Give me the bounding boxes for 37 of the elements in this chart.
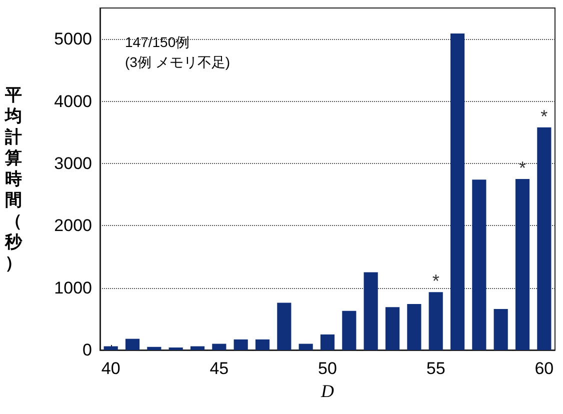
y-tick-label: 2000	[54, 216, 92, 236]
bar	[450, 33, 465, 350]
bar	[494, 308, 508, 350]
annotation: *	[432, 271, 440, 292]
x-tick-label: 50	[318, 359, 337, 378]
bar	[364, 272, 378, 350]
bar	[255, 339, 270, 350]
text: 平均計算時間（秒）	[5, 86, 22, 272]
bar	[342, 310, 356, 350]
y-tick-label: 5000	[54, 30, 92, 49]
bar	[320, 334, 335, 350]
bar	[298, 344, 313, 350]
y-tick-label: 1000	[54, 278, 92, 298]
bar	[537, 127, 552, 350]
bar	[125, 338, 140, 350]
annotation: 147/150例 (3例 メモリ不足)	[125, 34, 230, 70]
annotation: *	[540, 106, 548, 126]
bar	[234, 339, 248, 350]
x-axis-title: D	[320, 380, 334, 401]
x-tick-label: 40	[101, 359, 120, 378]
bar	[277, 302, 292, 350]
x-tick-label: 55	[426, 359, 446, 378]
bar	[515, 179, 530, 350]
bar	[472, 180, 486, 350]
y-tick-label: 0	[82, 340, 92, 360]
bar	[385, 307, 400, 350]
bar	[190, 346, 205, 350]
y-tick-label: 3000	[54, 154, 92, 173]
bar	[147, 346, 162, 350]
bar	[212, 344, 226, 350]
y-tick-label: 4000	[54, 92, 92, 111]
bar	[428, 292, 443, 350]
x-tick-label: 45	[210, 359, 229, 378]
bar	[407, 304, 422, 350]
bar	[104, 346, 118, 350]
x-tick-label: 60	[534, 359, 554, 378]
annotation: *	[518, 158, 526, 178]
